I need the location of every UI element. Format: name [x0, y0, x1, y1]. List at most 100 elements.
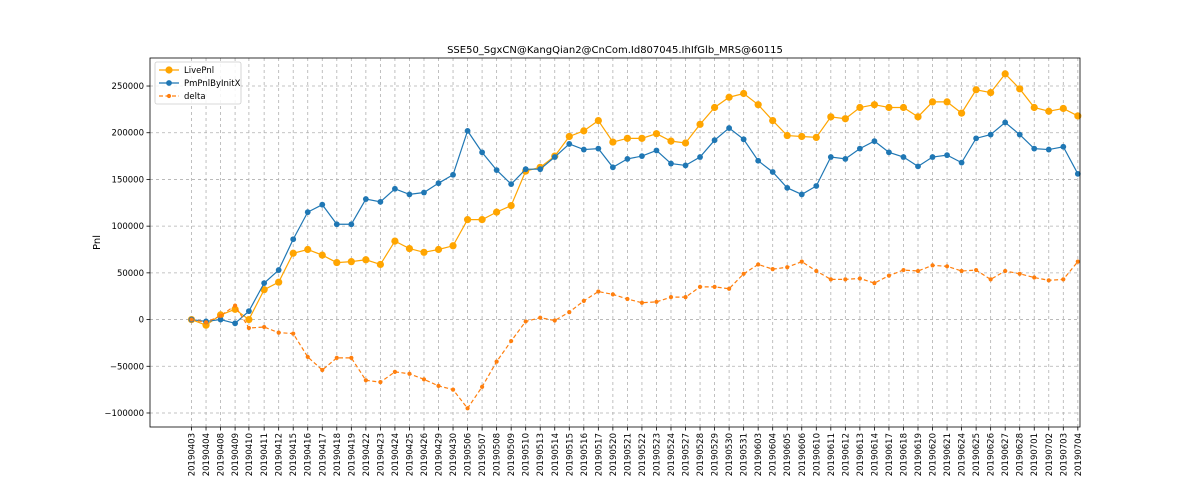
data-point-LivePnl: [841, 115, 849, 123]
data-point-delta: [291, 331, 296, 336]
x-tick-label: 20190507: [478, 433, 488, 476]
data-point-delta: [392, 369, 398, 374]
data-point-delta: [363, 378, 368, 383]
data-point-PmPnlByInitX: [944, 152, 950, 159]
data-point-LivePnl: [1059, 104, 1067, 113]
data-point-LivePnl: [827, 113, 835, 121]
data-point-delta: [843, 277, 848, 282]
data-point-delta: [1032, 275, 1037, 280]
data-point-PmPnlByInitX: [551, 154, 558, 160]
y-tick-label: 0: [139, 316, 144, 326]
data-point-LivePnl: [798, 132, 806, 141]
data-point-LivePnl: [856, 103, 864, 112]
x-tick-label: 20190426: [420, 433, 430, 476]
x-tick-label: 20190617: [885, 433, 895, 476]
x-tick-label: 20190408: [217, 433, 227, 476]
data-point-LivePnl: [681, 139, 690, 147]
series-LivePnl: [187, 70, 1082, 329]
x-tick-label: 20190605: [783, 433, 793, 476]
x-tick-label: 20190409: [231, 433, 241, 476]
data-point-PmPnlByInitX: [362, 196, 369, 202]
x-tick-label: 20190523: [652, 433, 662, 476]
data-point-PmPnlByInitX: [827, 154, 834, 160]
data-point-delta: [770, 267, 775, 272]
data-point-PmPnlByInitX: [333, 221, 340, 228]
data-point-PmPnlByInitX: [987, 131, 994, 138]
data-point-PmPnlByInitX: [915, 163, 921, 170]
legend-item-PmPnlByInitX: PmPnlByInitX: [159, 79, 241, 89]
legend-item-delta: delta: [159, 92, 206, 102]
data-point-LivePnl: [899, 103, 908, 112]
x-tick-label: 20190424: [391, 433, 401, 476]
data-point-PmPnlByInitX: [1060, 143, 1067, 150]
data-point-delta: [436, 383, 441, 388]
data-point-PmPnlByInitX: [508, 181, 515, 188]
x-tick-label: 20190530: [725, 433, 735, 476]
data-point-delta: [988, 277, 993, 282]
x-tick-label: 20190528: [696, 433, 706, 476]
x-tick-label: 20190517: [594, 433, 604, 476]
x-tick-label: 20190514: [551, 433, 561, 476]
data-point-PmPnlByInitX: [406, 191, 413, 198]
legend-label: LivePnl: [184, 66, 214, 76]
data-point-PmPnlByInitX: [639, 153, 645, 159]
data-point-LivePnl: [245, 315, 253, 324]
data-point-LivePnl: [420, 248, 428, 256]
data-point-delta: [450, 387, 456, 392]
data-point-delta: [334, 355, 339, 360]
data-point-delta: [218, 313, 223, 318]
x-tick-label: 20190415: [289, 433, 299, 476]
data-point-PmPnlByInitX: [624, 155, 631, 162]
data-point-delta: [1017, 271, 1022, 276]
data-point-delta: [1046, 278, 1051, 283]
data-point-delta: [494, 359, 499, 364]
data-point-delta: [886, 273, 892, 278]
data-point-delta: [857, 276, 862, 281]
data-point-LivePnl: [914, 113, 922, 121]
data-point-LivePnl: [405, 244, 414, 253]
data-point-delta: [930, 263, 935, 268]
data-point-delta: [828, 277, 833, 282]
x-tick-label: 20190522: [638, 433, 648, 476]
x-tick-label: 20190404: [202, 433, 212, 476]
x-tick-label: 20190610: [812, 433, 822, 476]
plot-layer: [187, 70, 1082, 411]
data-point-PmPnlByInitX: [697, 154, 703, 160]
data-point-PmPnlByInitX: [232, 320, 238, 327]
data-point-PmPnlByInitX: [653, 147, 660, 154]
data-point-PmPnlByInitX: [304, 209, 311, 216]
data-point-delta: [480, 384, 485, 389]
x-tick-label: 20190419: [347, 433, 357, 476]
x-tick-label: 20190520: [609, 433, 619, 476]
x-tick-label: 20190625: [972, 433, 982, 476]
data-point-PmPnlByInitX: [769, 169, 776, 175]
chart-title: SSE50_SgxCN@KangQian2@CnCom.Id807045.IhI…: [447, 45, 783, 56]
data-point-PmPnlByInitX: [609, 164, 616, 171]
data-point-delta: [1061, 277, 1066, 282]
x-tick-label: 20190613: [856, 433, 866, 476]
data-point-delta: [799, 259, 804, 264]
data-point-delta: [668, 295, 674, 300]
x-tick-label: 20190620: [929, 433, 939, 476]
data-point-PmPnlByInitX: [377, 198, 384, 205]
data-point-PmPnlByInitX: [348, 221, 355, 228]
x-tick-label: 20190619: [914, 433, 924, 476]
data-point-delta: [610, 292, 615, 297]
data-point-LivePnl: [1001, 70, 1009, 78]
data-point-delta: [959, 268, 964, 274]
x-tick-label: 20190618: [899, 433, 909, 476]
data-point-PmPnlByInitX: [479, 149, 485, 156]
data-point-delta: [509, 338, 514, 344]
x-tick-label: 20190524: [667, 433, 677, 476]
data-point-LivePnl: [565, 132, 573, 141]
data-point-LivePnl: [391, 237, 399, 245]
data-point-PmPnlByInitX: [1045, 146, 1052, 153]
data-point-LivePnl: [580, 127, 588, 135]
data-point-delta: [814, 268, 819, 274]
data-point-delta: [552, 318, 557, 323]
legend-marker: [165, 66, 173, 74]
data-point-PmPnlByInitX: [493, 167, 500, 174]
data-point-PmPnlByInitX: [1031, 145, 1038, 152]
data-point-PmPnlByInitX: [290, 236, 297, 243]
data-point-delta: [974, 267, 979, 273]
